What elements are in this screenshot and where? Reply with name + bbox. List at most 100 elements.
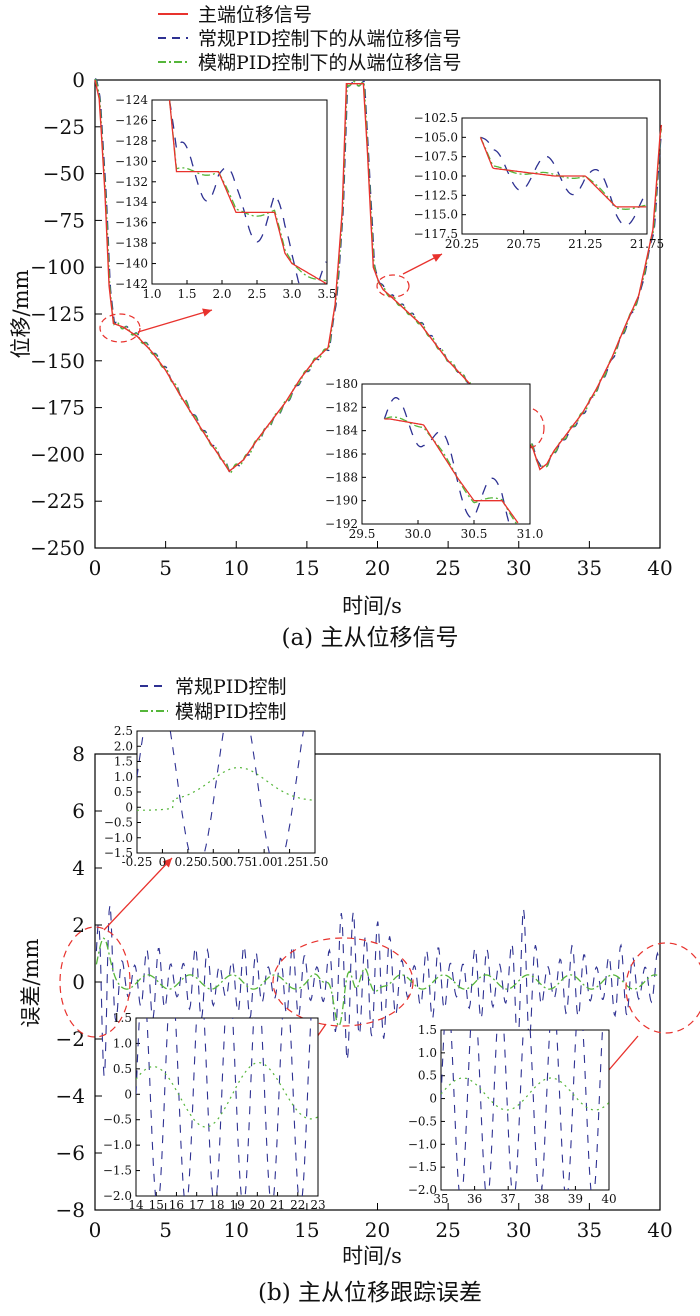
inset-x-tick-label: 2.0	[212, 287, 231, 301]
y-tick-label-a: −225	[30, 489, 85, 513]
legend-b: 常规PID控制 模糊PID控制	[140, 676, 287, 723]
y-tick-label-a: −175	[30, 396, 85, 420]
inset-x-tick-label: 1.0	[142, 287, 161, 301]
x-tick-label-b: 25	[435, 1218, 460, 1242]
zoom-arrow	[103, 857, 173, 931]
inset-x-tick-label: 1.00	[251, 855, 278, 869]
inset-x-tick-label: 3.0	[282, 287, 301, 301]
legend-label-master: 主端位移信号	[198, 4, 312, 26]
inset-y-tick-label: −192	[325, 517, 358, 531]
series-master-a	[94, 79, 663, 473]
inset-y-tick-label: −190	[325, 494, 358, 508]
xlabel-a: 时间/s	[342, 594, 402, 618]
zoom-highlight-ellipse	[99, 313, 141, 343]
inset-x-tick-label: 1.25	[276, 855, 303, 869]
x-tick-label-b: 20	[365, 1218, 390, 1242]
inset-y-tick-label: 0.5	[114, 785, 133, 799]
x-tick-label-a: 10	[224, 556, 249, 580]
y-tick-label-b: 4	[72, 856, 85, 880]
inset-frame	[440, 1029, 610, 1191]
chart-a: 主端位移信号 常规PID控制下的从端位移信号 模糊PID控制下的从端位移信号 0…	[9, 4, 673, 651]
inset-x-tick-label: 20.25	[445, 237, 479, 251]
inset-y-tick-label: −132	[115, 175, 148, 189]
inset-frame	[361, 383, 531, 525]
inset-y-tick-label: −134	[115, 195, 148, 209]
inset-x-tick-label: 14	[128, 1198, 144, 1212]
inset-series-fuzzy	[479, 137, 647, 210]
inset-x-tick-label: 40	[601, 1192, 616, 1206]
inset-2: 20.25 20.75 21.25 21.75 −102.5 −105.0 −107.5 −1…	[414, 111, 665, 251]
zoom-highlight-ellipse	[59, 926, 131, 1038]
inset-x-tick-label: 36	[467, 1192, 482, 1206]
y-tick-label-b: 6	[72, 799, 85, 823]
y-tick-label-a: −250	[30, 536, 85, 560]
inset-y-tick-label: 1.0	[418, 1046, 437, 1060]
inset-x-tick-label: 23	[310, 1198, 325, 1212]
inset-series-pid	[480, 136, 647, 227]
y-tick-label-a: −25	[43, 115, 85, 139]
inset-y-tick-label: 2.5	[114, 724, 133, 738]
x-tick-label-a: 20	[365, 556, 390, 580]
inset-x-tick-label: 22	[290, 1198, 305, 1212]
inset-series-pid	[168, 100, 327, 284]
y-tick-label-b: 0	[72, 970, 85, 994]
inset-y-tick-label: −115.0	[414, 208, 458, 222]
inset-x-tick-label: 0.75	[225, 855, 252, 869]
inset-1: 1.0 1.5 2.0 2.5 3.0 3.5 −124 −126 −128 −130 −132 −1…	[115, 93, 337, 301]
inset-x-tick-label: 0.50	[200, 855, 227, 869]
inset-x-tick-label: -0.25	[122, 855, 153, 869]
inset-y-tick-label: −1.5	[408, 1160, 437, 1174]
inset-x-tick-label: 19	[229, 1198, 244, 1212]
y-tick-label-a: −50	[43, 162, 85, 186]
y-tick-label-a: −100	[30, 255, 85, 279]
series-fuzzy-b	[95, 937, 658, 1027]
inset-y-tick-label: 0	[124, 1087, 132, 1101]
inset-y-tick-label: −136	[115, 216, 148, 230]
inset-x-tick-label: 16	[169, 1198, 184, 1212]
x-tick-label-a: 25	[435, 556, 460, 580]
inset-y-tick-label: 0.5	[418, 1069, 437, 1083]
inset-6: 35 36 37 38 39 40 1.5 1.0 0.5 0 −0.5 −1.0 −1.5 −2.0	[408, 1023, 617, 1206]
inset-y-tick-label: −2.0	[103, 1189, 132, 1203]
x-tick-label-b: 40	[647, 1218, 672, 1242]
y-tick-label-a: −75	[43, 208, 85, 232]
inset-y-tick-label: 0.5	[113, 1062, 132, 1076]
inset-x-tick-label: 29.5	[349, 527, 376, 541]
inset-y-tick-label: −142	[115, 277, 148, 291]
inset-x-tick-label: 37	[501, 1192, 516, 1206]
inset-series-master	[479, 137, 647, 208]
inset-y-tick-label: −0.5	[408, 1114, 437, 1128]
inset-x-tick-label: 1.5	[177, 287, 196, 301]
legend-label-pid-b: 常规PID控制	[175, 676, 287, 698]
inset-y-tick-label: −1.5	[103, 1164, 132, 1178]
inset-y-tick-label: −126	[115, 113, 148, 127]
inset-x-tick-label: 18	[209, 1198, 224, 1212]
x-tick-label-a: 15	[294, 556, 319, 580]
inset-y-tick-label: 1.5	[113, 1011, 132, 1025]
y-tick-label-b: −8	[56, 1198, 85, 1222]
inset-series-master	[168, 100, 327, 284]
inset-x-tick-label: 17	[189, 1198, 204, 1212]
inset-y-tick-label: −1.5	[104, 846, 133, 860]
inset-y-tick-label: −0.5	[104, 816, 133, 830]
y-tick-label-b: −4	[56, 1084, 85, 1108]
chart-b: 常规PID控制 模糊PID控制 0 5 10 15 20 25 30 35 4086420−2−…	[19, 676, 700, 1306]
legend-label-fuzzy-b: 模糊PID控制	[175, 701, 287, 723]
inset-x-tick-label: 21	[270, 1198, 285, 1212]
x-tick-label-b: 30	[506, 1218, 531, 1242]
inset-x-tick-label: 31.0	[517, 527, 544, 541]
inset-4: -0.25 0 0.250.500.751.001.251.502.52.01.51…	[104, 724, 329, 869]
inset-5: 14 15 16 17 18 19 20 21 22 23 1.5 1.0 0.5 0 −0.5 −1.0 −1…	[103, 1011, 326, 1212]
zoom-highlight-ellipse	[625, 942, 700, 1034]
inset-y-tick-label: −180	[325, 377, 358, 391]
inset-x-tick-label: 30.0	[405, 527, 432, 541]
inset-y-tick-label: −110.0	[414, 169, 458, 183]
inset-y-tick-label: 1.5	[418, 1023, 437, 1037]
zoom-arrow	[137, 309, 213, 333]
inset-y-tick-label: −102.5	[414, 111, 458, 125]
caption-a: (a) 主从位移信号	[282, 625, 459, 651]
inset-3: 29.5 30.0 30.5 31.0 −180 −182 −184 −186 −188 −190…	[325, 377, 544, 541]
y-tick-label-a: −150	[30, 349, 85, 373]
inset-x-tick-label: 3.5	[317, 287, 336, 301]
